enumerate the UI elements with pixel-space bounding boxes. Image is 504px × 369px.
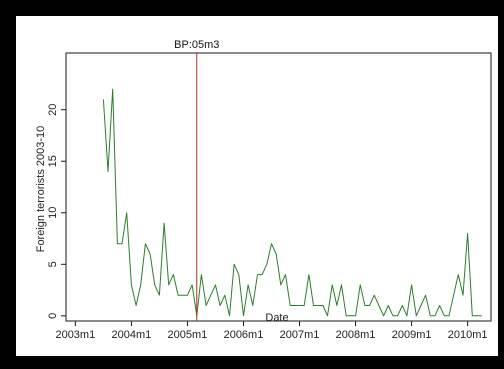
y-tick-label: 15 — [47, 155, 59, 167]
x-tick-label: 2010m1 — [448, 329, 488, 341]
x-tick-label: 2004m1 — [112, 329, 152, 341]
y-tick-label: 0 — [47, 313, 59, 319]
y-axis: 0 5 10 15 20 — [47, 104, 66, 319]
annotation-layer: BP:05m3 — [174, 39, 219, 321]
series-line — [102, 88, 482, 317]
y-tick-label: 10 — [47, 207, 59, 219]
x-tick-label: 2005m1 — [168, 329, 208, 341]
plot-area-border — [65, 52, 492, 322]
y-axis-title: Foreign terrorists 2003-10 — [35, 126, 47, 253]
y-tick-label: 20 — [47, 104, 59, 116]
x-tick-label: 2003m1 — [55, 329, 95, 341]
x-tick-label: 2009m1 — [392, 329, 432, 341]
series-layer — [102, 88, 482, 317]
chart-frame: 0 5 10 15 20 2003m1 2004m1 2005m1 2006m1 2007m1 2… — [16, 16, 498, 356]
x-tick-label: 2008m1 — [336, 329, 376, 341]
x-tick-label: 2006m1 — [224, 329, 264, 341]
breakpoint-label: BP:05m3 — [174, 39, 219, 51]
x-tick-label: 2007m1 — [280, 329, 320, 341]
x-axis-title: Date — [265, 312, 288, 324]
x-axis: 2003m1 2004m1 2005m1 2006m1 2007m1 2008m1 2009… — [55, 321, 488, 341]
y-tick-label: 5 — [47, 261, 59, 267]
